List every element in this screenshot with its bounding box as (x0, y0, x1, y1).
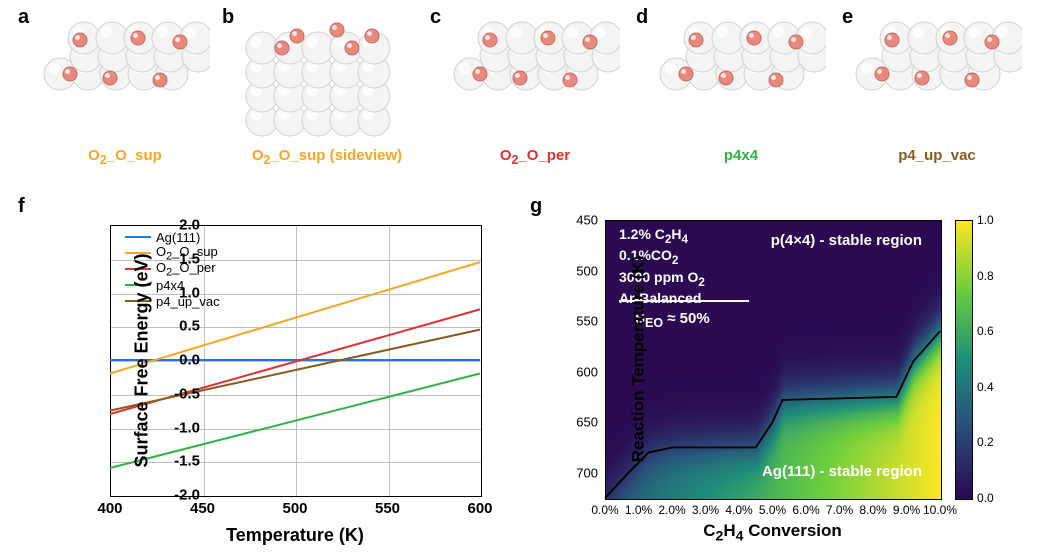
chart-g-region-top: p(4×4) - stable region (771, 232, 922, 249)
structure-b-render (242, 18, 412, 138)
structure-d: p4x4 (646, 18, 836, 164)
panel-label-a: a (18, 6, 29, 29)
structure-e: p4_up_vac (842, 18, 1032, 164)
structure-c-render (450, 18, 620, 138)
structure-a-render (40, 18, 210, 138)
structure-d-caption: p4x4 (646, 147, 836, 164)
chart-f-xlabel: Temperature (K) (110, 525, 480, 546)
structure-c: O2_O_per (440, 18, 630, 167)
chart-f: Ag(111)O2_O_supO2_O_perp4x4p4_up_vac Tem… (30, 215, 500, 545)
structure-a: O2_O_sup (30, 18, 220, 167)
structure-b-caption: O2_O_sup (sideview) (232, 147, 422, 167)
chart-g-xlabel: C2H4 Conversion (605, 521, 940, 544)
structure-c-caption: O2_O_per (440, 147, 630, 167)
structure-e-caption: p4_up_vac (842, 147, 1032, 164)
structure-d-render (656, 18, 826, 138)
figure: { "panels": { "a": {"label":"a","caption… (0, 0, 1039, 557)
chart-g-colorbar (955, 220, 973, 500)
structure-e-render (852, 18, 1022, 138)
structure-b: O2_O_sup (sideview) (232, 18, 422, 167)
chart-g-colorbar-label: Ag(111) Boltzmann Fraction (1003, 220, 1028, 498)
panel-label-f: f (18, 195, 25, 218)
chart-g: 1.2% C2H40.1%CO23000 ppm O2Ar-Balanced S… (535, 215, 1030, 545)
chart-g-region-bottom: Ag(111) - stable region (762, 463, 922, 480)
chart-g-overlay: 1.2% C2H40.1%CO23000 ppm O2Ar-Balanced S… (605, 220, 940, 498)
chart-g-ylabel: Reaction Temperature (K) (535, 220, 565, 498)
structure-a-caption: O2_O_sup (30, 147, 220, 167)
